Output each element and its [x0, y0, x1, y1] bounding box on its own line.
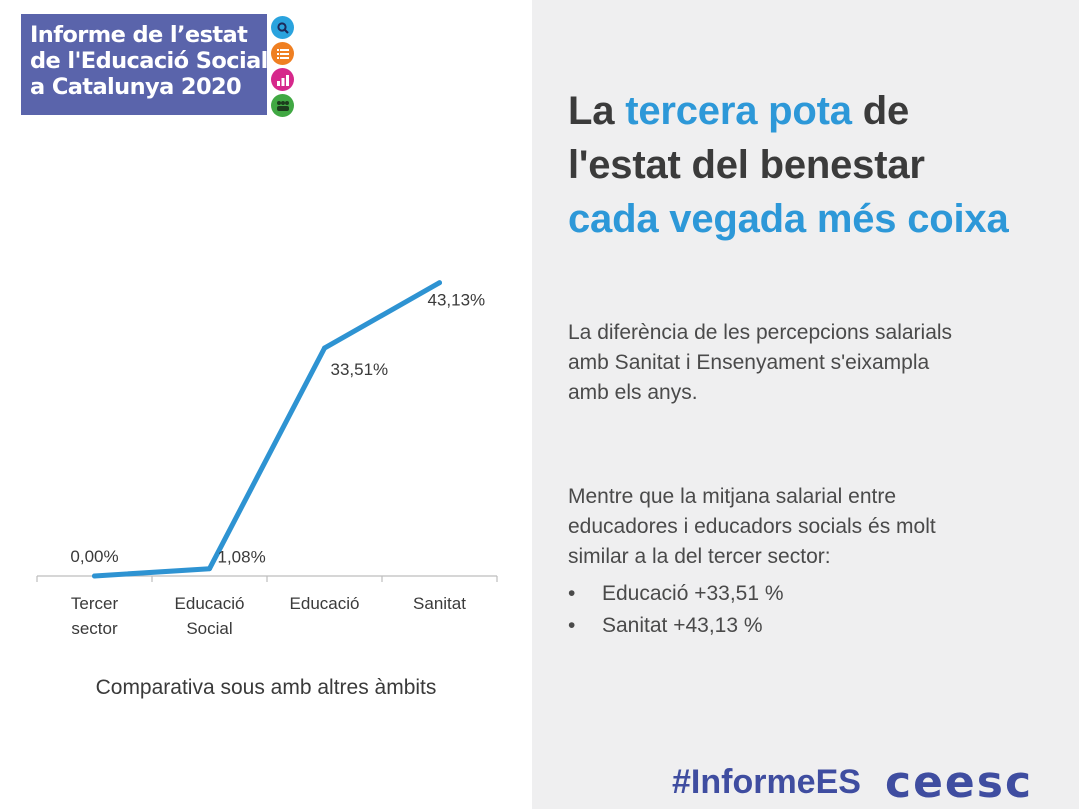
series-line: [92, 280, 442, 579]
bullet-text: Sanitat +43,13 %: [602, 614, 763, 637]
chart-caption: Comparativa sous amb altres àmbits: [95, 676, 437, 699]
brand-logo: ceesc: [885, 757, 1034, 808]
bullet-list: • Educació +33,51 % • Sanitat +43,13 %: [568, 578, 784, 642]
headline-part-1: La: [568, 89, 626, 133]
bullet-text: Educació +33,51 %: [602, 582, 784, 605]
x-tick-label-line: Tercer: [71, 594, 119, 613]
bullet-item: • Sanitat +43,13 %: [568, 610, 784, 642]
logo-title-line-3: a Catalunya 2020: [30, 74, 242, 100]
bullet-marker: •: [568, 614, 576, 637]
x-tick-label: Tercer sector: [71, 594, 119, 638]
bullet-item: • Educació +33,51 %: [568, 578, 784, 610]
right-panel-background: [532, 0, 1079, 809]
list-icon: [271, 42, 294, 65]
logo-title-line-2: de l'Educació Social: [30, 48, 268, 74]
report-logo: Informe de l’estat de l'Educació Social …: [21, 14, 268, 115]
headline-part-3: de: [851, 89, 909, 133]
headline-line-2: l'estat del benestar: [568, 143, 925, 187]
logo-title-line-1: Informe de l’estat: [30, 22, 248, 48]
data-point: [322, 345, 327, 351]
data-point: [92, 573, 97, 579]
x-tick-label-line: Sanitat: [413, 594, 466, 613]
data-label: 0,00%: [70, 547, 118, 566]
data-label: 1,08%: [218, 548, 266, 567]
x-tick-label: Educació Social: [175, 594, 245, 638]
people-icon: [271, 94, 294, 117]
x-tick-label: Educació: [290, 594, 360, 613]
headline-line-3: cada vegada més coixa: [568, 197, 1009, 241]
hashtag: #InformeES: [672, 763, 861, 801]
magnifier-icon: [271, 16, 294, 39]
data-label: 33,51%: [331, 360, 389, 379]
data-label: 43,13%: [428, 291, 486, 310]
logo-title: Informe de l’estat de l'Educació Social …: [30, 22, 268, 100]
x-tick-label-line: Educació: [290, 594, 360, 613]
paragraph-average-salary: Mentre que la mitjana salarial entre edu…: [568, 485, 936, 568]
headline-highlight: tercera pota: [625, 89, 852, 133]
data-point: [437, 280, 442, 286]
headline: La tercera pota de l'estat del benestar …: [568, 84, 1009, 246]
x-tick-label: Sanitat: [413, 594, 466, 613]
data-point: [207, 566, 212, 572]
bullet-marker: •: [568, 582, 576, 605]
salary-comparison-chart: Tercer sector Educació Social Educació Sanita…: [36, 280, 498, 638]
bar-chart-icon: [271, 68, 294, 91]
x-tick-label-line: Social: [186, 619, 232, 638]
paragraph-salary-gap: La diferència de les percepcions salaria…: [568, 321, 953, 404]
x-tick-label-line: sector: [71, 619, 118, 638]
x-tick-label-line: Educació: [175, 594, 245, 613]
